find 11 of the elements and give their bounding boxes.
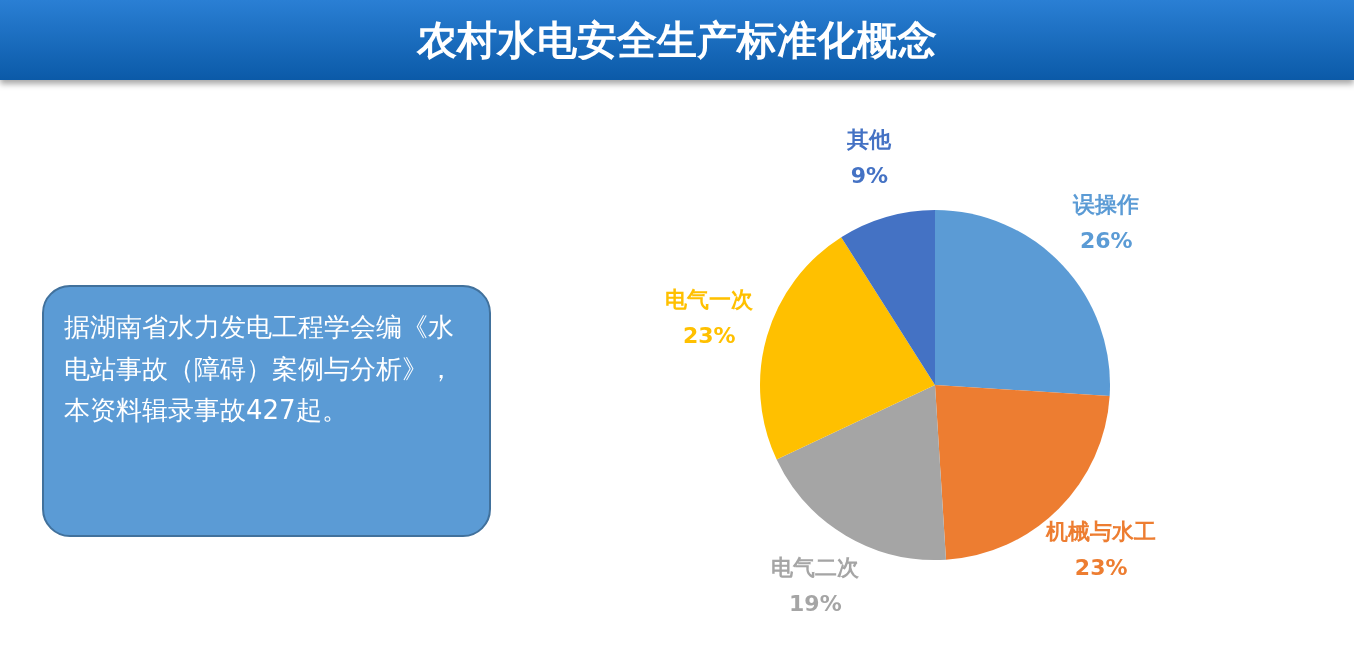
slice-label: 电气一次 xyxy=(665,287,755,313)
slice-label: 机械与水工 xyxy=(1045,518,1157,544)
data-label: 19% xyxy=(789,590,842,616)
data-label: 9% xyxy=(850,163,889,189)
slice-label: 误操作 xyxy=(1072,191,1140,217)
data-label: 23% xyxy=(1074,554,1128,580)
text: 据湖南省水力发电工程学会编《水电站事故（障碍）案例与分析》，本资料辑录事故427起。 xyxy=(42,285,491,537)
slice-label: 电气二次 xyxy=(771,554,861,580)
data-label: 26% xyxy=(1079,227,1133,253)
slice-label: 其他 xyxy=(846,127,893,153)
data-label: 23% xyxy=(683,323,736,349)
